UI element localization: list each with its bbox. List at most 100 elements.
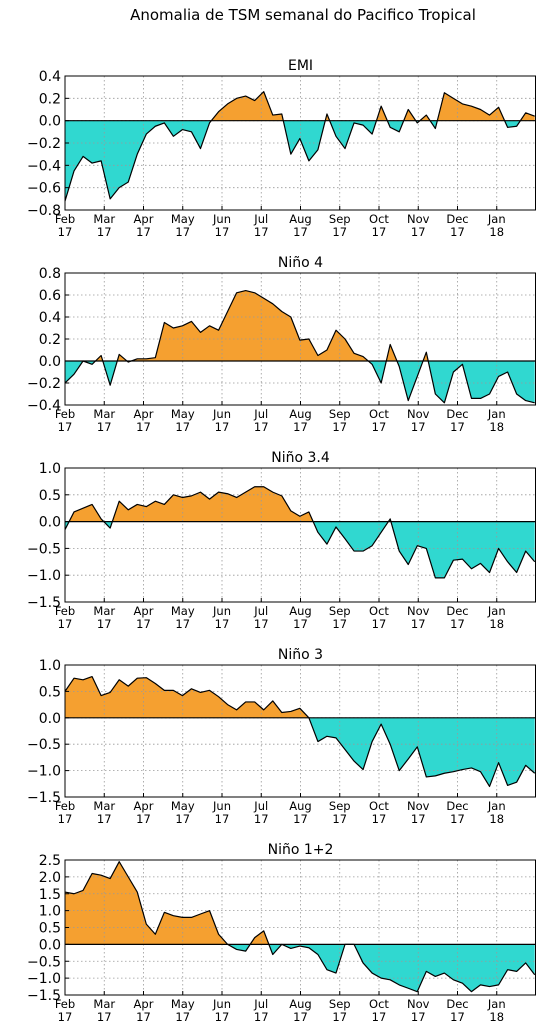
panel-1: Niño 4−0.4−0.20.00.20.40.60.8Feb17Mar17A… xyxy=(27,255,536,434)
y-tick-label: −0.4 xyxy=(27,158,61,174)
x-tick-label-year: 17 xyxy=(411,1010,426,1024)
x-tick-label-year: 17 xyxy=(254,420,269,434)
x-tick-label-month: Aug xyxy=(289,604,311,618)
x-tick-label-month: Oct xyxy=(369,212,389,226)
x-tick-label-month: Nov xyxy=(407,212,430,226)
positive-anomaly-area xyxy=(65,861,535,945)
x-tick-label-year: 17 xyxy=(450,225,465,239)
x-tick-label-year: 17 xyxy=(175,420,190,434)
x-tick-label-year: 17 xyxy=(175,1010,190,1024)
x-tick-label-month: Jun xyxy=(212,604,231,618)
x-tick-label-year: 17 xyxy=(215,1010,230,1024)
x-tick-label-year: 17 xyxy=(58,1010,73,1024)
x-tick-label-year: 17 xyxy=(58,617,73,631)
x-tick-label-month: Feb xyxy=(55,212,75,226)
x-tick-label-year: 17 xyxy=(97,617,112,631)
y-tick-label: −0.5 xyxy=(27,541,61,557)
x-tick-label-month: Sep xyxy=(329,604,351,618)
x-tick-label-year: 17 xyxy=(175,812,190,826)
y-tick-label: −0.5 xyxy=(27,737,61,753)
panel-title: Niño 1+2 xyxy=(268,842,334,858)
x-tick-label-month: Aug xyxy=(289,407,311,421)
y-tick-label: −1.5 xyxy=(27,595,61,611)
x-tick-label-month: Sep xyxy=(329,212,351,226)
x-tick-label-year: 17 xyxy=(450,1010,465,1024)
panel-title: Niño 3 xyxy=(278,647,323,663)
y-tick-label: 0.5 xyxy=(39,921,61,937)
x-tick-label-year: 17 xyxy=(332,225,347,239)
x-tick-label-year: 17 xyxy=(293,420,308,434)
x-tick-label-year: 17 xyxy=(215,812,230,826)
x-tick-label-month: Feb xyxy=(55,997,75,1011)
x-tick-label-year: 17 xyxy=(215,225,230,239)
panel-title: EMI xyxy=(288,58,313,74)
x-tick-label-month: Apr xyxy=(134,799,154,813)
x-tick-label-year: 17 xyxy=(254,812,269,826)
x-tick-label-year: 17 xyxy=(450,617,465,631)
x-tick-label-year: 17 xyxy=(332,812,347,826)
y-tick-label: 0.2 xyxy=(39,332,61,348)
x-tick-label-month: Oct xyxy=(369,604,389,618)
x-tick-label-month: Mar xyxy=(93,604,115,618)
series-line xyxy=(64,290,535,404)
series-line xyxy=(64,861,536,993)
x-tick-label-month: Aug xyxy=(289,997,311,1011)
x-tick-label-month: Dec xyxy=(446,604,468,618)
x-tick-label-year: 17 xyxy=(58,225,73,239)
x-tick-label-month: Jul xyxy=(253,799,268,813)
x-tick-label-year: 17 xyxy=(332,1010,347,1024)
y-tick-label: 0.4 xyxy=(39,69,61,85)
x-tick-label-month: Apr xyxy=(134,604,154,618)
y-tick-label: 0.8 xyxy=(39,266,61,282)
y-tick-label: 1.0 xyxy=(39,461,61,477)
x-tick-label-month: Aug xyxy=(289,212,311,226)
figure-title: Anomalia de TSM semanal do Pacifico Trop… xyxy=(130,6,476,24)
negative-anomaly-area xyxy=(65,120,535,202)
negative-anomaly-area xyxy=(65,717,535,787)
x-tick-label-month: Jun xyxy=(212,407,231,421)
x-tick-label-year: 17 xyxy=(411,617,426,631)
x-tick-label-year: 17 xyxy=(372,420,387,434)
y-tick-label: 0.0 xyxy=(39,711,61,727)
x-tick-label-month: Oct xyxy=(369,407,389,421)
x-tick-label-year: 17 xyxy=(136,420,151,434)
y-tick-label: 1.0 xyxy=(39,904,61,920)
x-tick-label-month: Jan xyxy=(487,799,506,813)
x-tick-label-year: 18 xyxy=(489,1010,504,1024)
x-tick-label-month: Nov xyxy=(407,997,430,1011)
y-tick-label: 0.5 xyxy=(39,488,61,504)
positive-anomaly-area xyxy=(65,676,535,718)
x-tick-label-month: Dec xyxy=(446,799,468,813)
x-tick-label-year: 17 xyxy=(136,617,151,631)
x-tick-label-year: 17 xyxy=(97,225,112,239)
panel-title: Niño 3.4 xyxy=(271,450,330,466)
y-tick-label: 0.6 xyxy=(39,288,61,304)
x-tick-label-year: 17 xyxy=(215,617,230,631)
x-tick-label-year: 17 xyxy=(411,812,426,826)
series-line xyxy=(64,91,535,202)
x-tick-label-year: 17 xyxy=(136,812,151,826)
y-tick-label: −0.2 xyxy=(27,376,61,392)
x-tick-label-month: May xyxy=(171,997,195,1011)
x-tick-label-month: May xyxy=(171,212,195,226)
y-tick-label: 0.0 xyxy=(39,114,61,130)
x-tick-label-month: Jul xyxy=(253,604,268,618)
x-tick-label-month: Mar xyxy=(93,407,115,421)
y-tick-label: 2.0 xyxy=(39,870,61,886)
x-tick-label-month: Jul xyxy=(253,407,268,421)
x-tick-label-year: 17 xyxy=(175,225,190,239)
x-tick-label-month: Sep xyxy=(329,997,351,1011)
y-tick-label: −0.8 xyxy=(27,203,61,219)
x-tick-label-year: 17 xyxy=(58,420,73,434)
x-tick-label-year: 17 xyxy=(215,420,230,434)
y-tick-label: −1.0 xyxy=(27,764,61,780)
positive-anomaly-area xyxy=(65,91,535,121)
y-tick-label: 0.0 xyxy=(39,937,61,953)
x-tick-label-month: Apr xyxy=(134,407,154,421)
x-tick-label-year: 17 xyxy=(450,812,465,826)
x-tick-label-month: Nov xyxy=(407,407,430,421)
x-tick-label-year: 17 xyxy=(411,420,426,434)
negative-anomaly-area xyxy=(65,361,535,403)
y-tick-label: −0.2 xyxy=(27,136,61,152)
x-tick-label-year: 17 xyxy=(332,617,347,631)
